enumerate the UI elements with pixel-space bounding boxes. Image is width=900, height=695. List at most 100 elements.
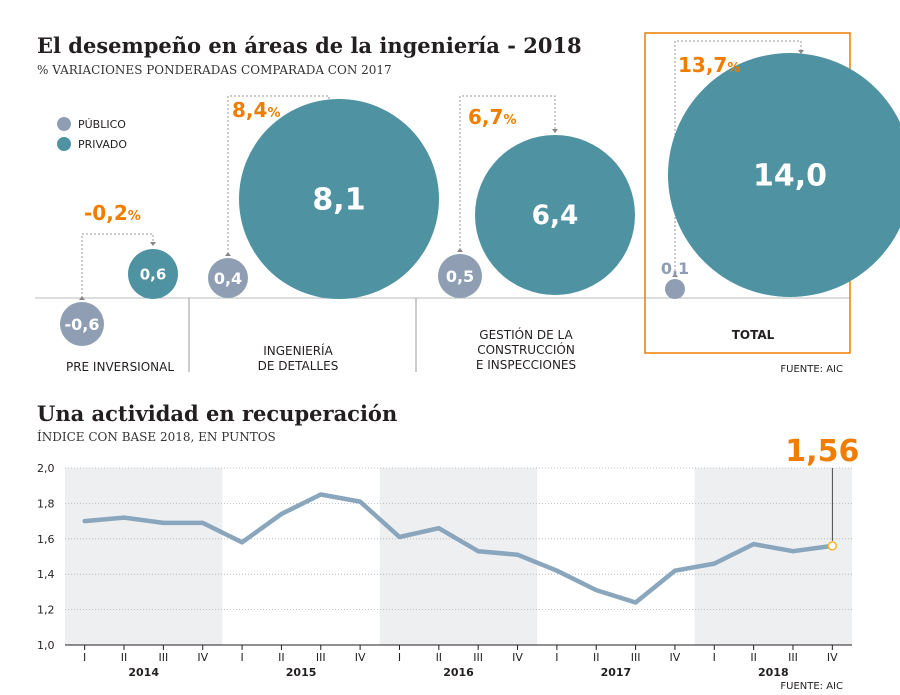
data-point-6 bbox=[318, 492, 323, 497]
publico-bubble-2 bbox=[438, 254, 482, 298]
variation-label-3: 13,7% bbox=[678, 53, 740, 77]
legend-label-1: PRIVADO bbox=[78, 138, 127, 151]
data-point-4 bbox=[240, 540, 245, 545]
quarter-label-15: IV bbox=[670, 651, 681, 664]
data-point-11 bbox=[515, 552, 520, 557]
connector-start-arrow-1 bbox=[225, 252, 231, 256]
privado-value-2: 6,4 bbox=[532, 200, 579, 231]
publico-value-2: 0,5 bbox=[446, 267, 474, 286]
data-point-1 bbox=[122, 515, 127, 520]
privado-value-0: 0,6 bbox=[140, 265, 167, 283]
y-tick-label-5: 1,0 bbox=[37, 639, 55, 652]
publico-value-0: -0,6 bbox=[65, 315, 100, 334]
index-series-line bbox=[82, 492, 835, 605]
data-point-15 bbox=[672, 568, 677, 573]
category-label-0: PRE INVERSIONAL bbox=[66, 360, 174, 374]
quarter-label-11: IV bbox=[512, 651, 523, 664]
publico-bubble-0 bbox=[60, 302, 104, 346]
data-point-13 bbox=[594, 588, 599, 593]
quarter-label-2: III bbox=[159, 651, 169, 664]
privado-bubble-2 bbox=[475, 135, 635, 295]
connector-start-arrow-3 bbox=[672, 273, 678, 277]
quarter-label-4: I bbox=[240, 651, 243, 664]
quarter-label-6: III bbox=[316, 651, 326, 664]
quarter-label-18: III bbox=[788, 651, 798, 664]
publico-bubble-1 bbox=[208, 258, 248, 298]
bubble-chart: PÚBLICO PRIVADO 0,6 -0,6 -0,2% PRE INVERSIONA… bbox=[35, 32, 900, 375]
data-point-17 bbox=[751, 542, 756, 547]
privado-value-1: 8,1 bbox=[312, 183, 365, 218]
y-tick-label-1: 1,8 bbox=[37, 497, 55, 510]
y-tick-label-4: 1,2 bbox=[37, 604, 55, 617]
year-band-0 bbox=[65, 468, 223, 645]
bubble-source: FUENTE: AIC bbox=[780, 364, 843, 375]
line-chart-subtitle: ÍNDICE CON BASE 2018, EN PUNTOS bbox=[37, 430, 276, 444]
quarter-label-16: I bbox=[713, 651, 716, 664]
quarter-label-17: II bbox=[750, 651, 757, 664]
year-label-1: 2015 bbox=[286, 666, 317, 679]
publico-bubble-3 bbox=[665, 279, 685, 299]
last-value-label: 1,56 bbox=[785, 434, 859, 469]
variation-label-2: 6,7% bbox=[468, 105, 516, 129]
quarter-label-19: IV bbox=[827, 651, 838, 664]
last-value-marker bbox=[827, 541, 838, 551]
quarter-label-0: I bbox=[83, 651, 86, 664]
quarter-label-12: I bbox=[555, 651, 558, 664]
data-point-12 bbox=[554, 568, 559, 573]
data-point-14 bbox=[633, 600, 638, 605]
line-source: FUENTE: AIC bbox=[780, 681, 843, 692]
legend-swatch-0 bbox=[57, 117, 71, 131]
y-tick-label-3: 1,4 bbox=[37, 568, 55, 581]
data-point-7 bbox=[358, 499, 363, 504]
quarter-label-3: IV bbox=[197, 651, 208, 664]
year-label-4: 2018 bbox=[758, 666, 789, 679]
data-point-18 bbox=[790, 549, 795, 554]
data-point-2 bbox=[161, 520, 166, 525]
data-point-3 bbox=[200, 520, 205, 525]
year-band-4 bbox=[694, 468, 852, 645]
data-point-0 bbox=[82, 519, 87, 524]
publico-value-1: 0,4 bbox=[214, 269, 242, 288]
quarter-label-14: III bbox=[631, 651, 641, 664]
year-label-2: 2016 bbox=[443, 666, 474, 679]
quarter-label-1: II bbox=[121, 651, 128, 664]
bubble-chart-title: El desempeño en áreas de la ingeniería -… bbox=[37, 33, 582, 58]
line-chart-title: Una actividad en recuperación bbox=[37, 401, 398, 426]
data-point-10 bbox=[476, 549, 481, 554]
y-tick-label-2: 1,6 bbox=[37, 533, 55, 546]
privado-value-3: 14,0 bbox=[753, 159, 827, 194]
quarter-label-8: I bbox=[398, 651, 401, 664]
category-label-3: TOTAL bbox=[732, 328, 775, 342]
privado-bubble-1 bbox=[239, 99, 439, 299]
connector-end-arrow-3 bbox=[798, 50, 804, 54]
data-point-8 bbox=[397, 535, 402, 540]
quarter-label-10: III bbox=[473, 651, 483, 664]
bubble-chart-subtitle: % VARIACIONES PONDERADAS COMPARADA CON 2… bbox=[37, 63, 392, 77]
year-label-0: 2014 bbox=[128, 666, 159, 679]
connector-start-arrow-0 bbox=[79, 296, 85, 300]
data-point-5 bbox=[279, 512, 284, 517]
variation-label-0: -0,2% bbox=[84, 201, 141, 225]
quarter-label-5: II bbox=[278, 651, 285, 664]
variation-connector-0 bbox=[81, 233, 154, 298]
privado-bubble-3 bbox=[668, 53, 900, 297]
quarter-label-7: IV bbox=[355, 651, 366, 664]
legend-label-0: PÚBLICO bbox=[78, 118, 126, 131]
year-label-3: 2017 bbox=[601, 666, 632, 679]
privado-bubble-0 bbox=[128, 249, 178, 299]
connector-start-arrow-2 bbox=[457, 248, 463, 252]
y-tick-label-0: 2,0 bbox=[37, 462, 55, 475]
variation-connector-2 bbox=[459, 95, 556, 250]
quarter-label-9: II bbox=[436, 651, 443, 664]
category-label-1: INGENIERÍA DE DETALLES bbox=[258, 343, 339, 373]
data-point-16 bbox=[712, 561, 717, 566]
publico-value-3: 0,1 bbox=[661, 259, 689, 278]
legend-swatch-1 bbox=[57, 137, 71, 151]
category-label-2: GESTIÓN DE LA CONSTRUCCIÓN E INSPECCIONES bbox=[476, 327, 576, 372]
year-band-2 bbox=[379, 468, 538, 645]
connector-end-arrow-0 bbox=[150, 242, 156, 246]
data-point-9 bbox=[436, 526, 441, 531]
variation-label-1: 8,4% bbox=[232, 98, 280, 122]
quarter-label-13: II bbox=[593, 651, 600, 664]
